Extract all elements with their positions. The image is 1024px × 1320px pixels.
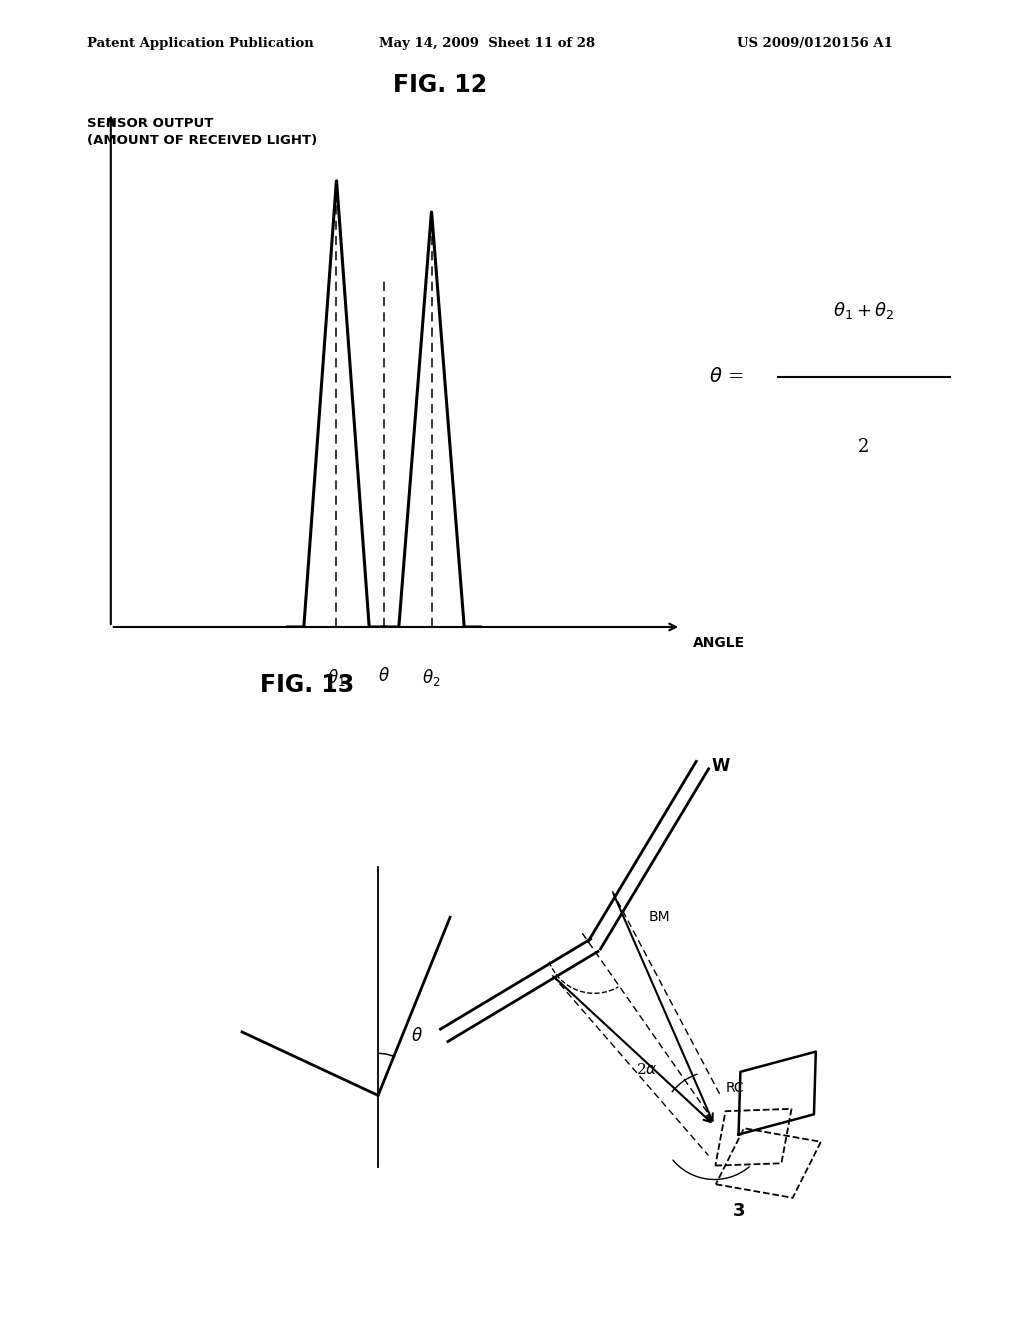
Text: $\theta_1$: $\theta_1$	[328, 668, 346, 688]
Text: SENSOR OUTPUT
(AMOUNT OF RECEIVED LIGHT): SENSOR OUTPUT (AMOUNT OF RECEIVED LIGHT)	[87, 117, 317, 147]
Text: FIG. 13: FIG. 13	[260, 673, 354, 697]
Text: $\theta$: $\theta$	[411, 1027, 423, 1045]
Text: US 2009/0120156 A1: US 2009/0120156 A1	[737, 37, 893, 50]
Text: W: W	[712, 758, 730, 775]
Text: ANGLE: ANGLE	[693, 636, 745, 649]
Text: $\theta_2$: $\theta_2$	[422, 668, 440, 688]
Text: 2: 2	[858, 438, 869, 455]
Text: 3: 3	[732, 1201, 744, 1220]
Text: Patent Application Publication: Patent Application Publication	[87, 37, 313, 50]
Text: $\theta_1 + \theta_2$: $\theta_1 + \theta_2$	[834, 300, 895, 321]
Text: $\theta$: $\theta$	[378, 668, 390, 685]
Text: $\theta$ =: $\theta$ =	[709, 367, 743, 387]
Text: RC: RC	[725, 1081, 743, 1096]
Text: May 14, 2009  Sheet 11 of 28: May 14, 2009 Sheet 11 of 28	[379, 37, 595, 50]
Text: FIG. 12: FIG. 12	[393, 73, 487, 96]
Text: 2$\alpha$: 2$\alpha$	[636, 1063, 657, 1077]
Text: BM: BM	[648, 911, 670, 924]
